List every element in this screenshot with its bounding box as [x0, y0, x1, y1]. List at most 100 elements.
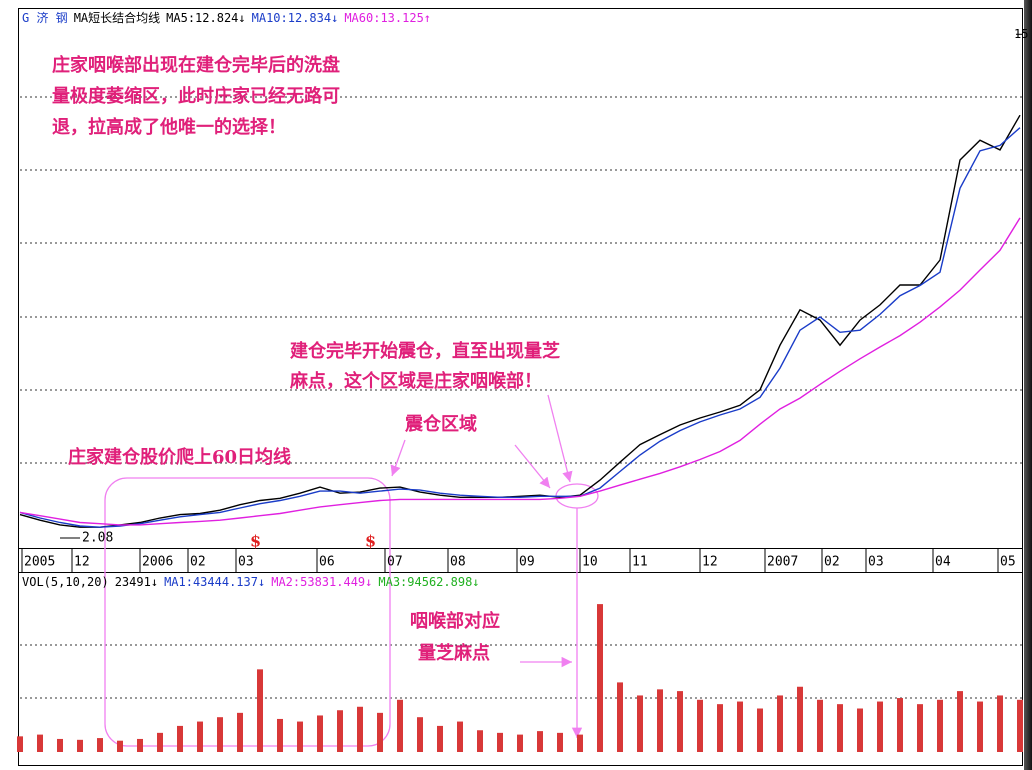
volume-bar — [137, 738, 143, 752]
zone-box — [104, 477, 391, 747]
x-tick-label: 2005 — [24, 555, 55, 570]
signal-mark: $ — [365, 532, 376, 551]
x-tick-label: 10 — [582, 555, 598, 570]
x-tick-label: 09 — [519, 555, 535, 570]
annotation: 庄家建仓股价爬上60日均线 — [68, 446, 291, 468]
arrow — [514, 444, 551, 489]
x-tick-label: 03 — [868, 555, 884, 570]
annotation: 量芝麻点 — [418, 642, 490, 664]
chart-header: G 济 钢 MA短长结合均线 MA5:12.824↓ MA10:12.834↓ MA60… — [22, 10, 431, 25]
panel-rules — [20, 96, 1022, 699]
volume-bar — [717, 704, 723, 752]
volume-bar — [257, 669, 263, 752]
header-item: MA3:94562.898↓ — [378, 575, 479, 589]
volume-bar — [37, 734, 43, 752]
volume-bar — [817, 699, 823, 752]
header-item: MA60:13.125↑ — [344, 11, 431, 25]
volume-bar — [497, 732, 503, 752]
volume-bar — [437, 725, 443, 752]
annotation: 庄家咽喉部出现在建仓完毕后的洗盘 — [52, 54, 340, 76]
volume-bar — [477, 730, 483, 752]
volume-bar — [757, 708, 763, 752]
volume-bar — [377, 712, 383, 752]
signal-mark: $ — [250, 532, 261, 551]
volume-bar — [557, 732, 563, 752]
volume-bar — [957, 691, 963, 752]
volume-bar — [17, 736, 23, 752]
annotation: 麻点，这个区域是庄家咽喉部！ — [289, 370, 542, 392]
arrow — [547, 394, 573, 483]
low-label: 2.08 — [82, 531, 113, 546]
volume-bar — [997, 695, 1003, 752]
header-item: MA1:43444.137↓ — [164, 575, 265, 589]
x-tick-label: 02 — [190, 555, 206, 570]
volume-bar — [917, 704, 923, 752]
volume-bar — [117, 740, 123, 752]
frame — [18, 8, 1023, 766]
annotation: 退，拉高成了他唯一的选择！ — [52, 116, 286, 138]
window-edge — [1024, 0, 1032, 770]
volume-bar — [357, 706, 363, 752]
x-tick-label: 11 — [632, 555, 648, 570]
header-item: 23491↓ — [115, 575, 158, 589]
volume-bar — [337, 710, 343, 752]
volume-bar — [577, 734, 583, 752]
volume-bar — [737, 701, 743, 752]
volume-bar — [417, 717, 423, 752]
arrow — [390, 439, 406, 477]
volume-bar — [937, 699, 943, 752]
annotation: 震仓区域 — [405, 413, 477, 435]
header-item: MA5:12.824↓ — [166, 11, 245, 25]
x-tick-label: 2007 — [767, 555, 798, 570]
x-tick-label: 2006 — [142, 555, 173, 570]
volume-bar — [597, 604, 603, 752]
y-tick-label: 15 — [1014, 27, 1028, 41]
volume-bar — [517, 734, 523, 752]
volume-bar — [237, 712, 243, 752]
volume-bar — [657, 689, 663, 752]
x-tick-label: 05 — [1000, 555, 1016, 570]
header-item: MA短长结合均线 — [74, 10, 160, 25]
header-item: MA2:53831.449↓ — [271, 575, 372, 589]
volume-bar — [57, 738, 63, 752]
volume-bar — [217, 717, 223, 752]
ma-line — [19, 127, 1021, 528]
ma-line — [19, 114, 1021, 528]
volume-bar — [197, 721, 203, 752]
x-tick-label: 12 — [74, 555, 90, 570]
volume-bar — [677, 691, 683, 752]
volume-bar — [77, 739, 83, 752]
volume-bar — [277, 718, 283, 752]
header-item: MA10:12.834↓ — [252, 11, 339, 25]
header-item: G 济 钢 — [22, 10, 68, 25]
volume-bar — [837, 704, 843, 752]
x-tick-label: 02 — [824, 555, 840, 570]
annotation: 咽喉部对应 — [410, 610, 500, 632]
chart-header: VOL(5,10,20) 23491↓ MA1:43444.137↓ MA2:5383… — [22, 575, 480, 589]
volume-bar — [777, 695, 783, 752]
volume-bar — [637, 695, 643, 752]
header-item: VOL(5,10,20) — [22, 575, 109, 589]
volume-bar — [457, 721, 463, 752]
volume-bar — [877, 701, 883, 752]
volume-bar — [177, 725, 183, 752]
x-tick-label: 07 — [387, 555, 403, 570]
volume-bar — [897, 698, 903, 752]
volume-bar — [857, 708, 863, 752]
volume-bar — [977, 701, 983, 752]
annotation: 建仓完毕开始震仓，直至出现量芝 — [290, 340, 560, 362]
x-tick-label: 03 — [238, 555, 254, 570]
x-tick-label: 04 — [935, 555, 951, 570]
volume-bar — [97, 738, 103, 752]
volume-bar — [297, 721, 303, 752]
volume-bar — [797, 686, 803, 752]
callout-shapes — [104, 394, 599, 747]
volume-bar — [697, 699, 703, 752]
volume-bar — [617, 682, 623, 752]
annotation: 量极度萎缩区，此时庄家已经无路可 — [52, 85, 340, 107]
x-tick-label: 06 — [319, 555, 335, 570]
volume-bar — [1017, 699, 1023, 752]
volume-bar — [157, 732, 163, 752]
volume-bar — [537, 731, 543, 752]
